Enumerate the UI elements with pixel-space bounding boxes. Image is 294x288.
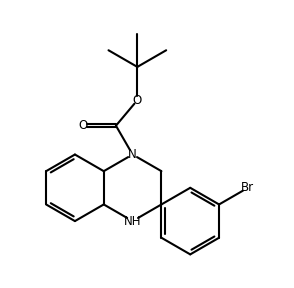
Text: N: N <box>128 148 137 161</box>
Text: O: O <box>133 94 142 107</box>
Text: Br: Br <box>241 181 255 194</box>
Text: O: O <box>78 119 87 132</box>
Text: NH: NH <box>124 215 141 228</box>
